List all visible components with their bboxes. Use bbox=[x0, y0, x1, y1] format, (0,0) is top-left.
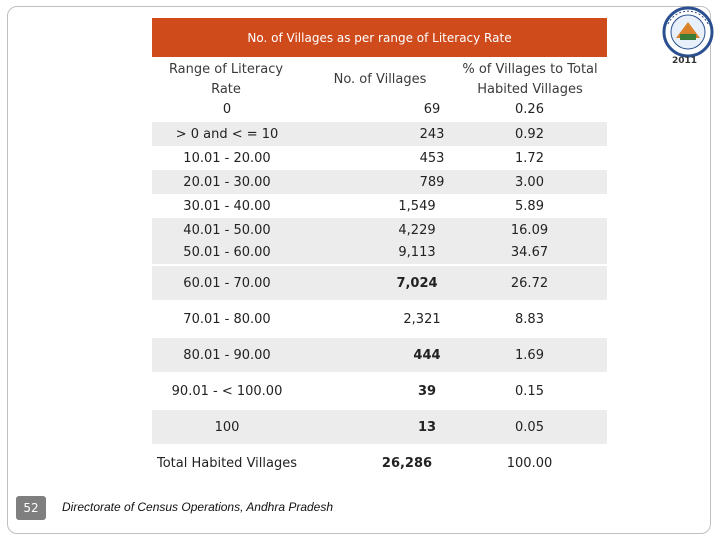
header-percent: % of Villages to Total Habited Villages bbox=[462, 62, 598, 97]
cell-percent: 16.09 bbox=[510, 222, 549, 238]
census-logo-icon bbox=[662, 6, 714, 58]
table-row: 60.01 - 70.00 7,024 26.72 bbox=[152, 266, 607, 300]
page-number: 52 bbox=[16, 496, 46, 520]
table-row: 70.01 - 80.00 2,321 8.83 bbox=[152, 302, 607, 336]
table-row: 90.01 - < 100.00 39 0.15 bbox=[152, 374, 607, 408]
table-row: 80.01 - 90.00 444 1.69 bbox=[152, 338, 607, 372]
cell-range: Total Habited Villages bbox=[156, 455, 297, 471]
table-row: 40.01 - 50.00 4,229 16.09 bbox=[152, 218, 607, 242]
cell-percent: 3.00 bbox=[515, 174, 544, 190]
cell-villages: 453 bbox=[419, 150, 445, 166]
cell-percent: 8.83 bbox=[515, 311, 544, 327]
cell-villages: 4,229 bbox=[398, 222, 436, 238]
table-row: 100 13 0.05 bbox=[152, 410, 607, 444]
cell-range: 40.01 - 50.00 bbox=[183, 222, 271, 238]
cell-villages: 69 bbox=[423, 101, 441, 117]
cell-villages: 789 bbox=[419, 174, 445, 190]
cell-percent: 0.05 bbox=[515, 419, 544, 435]
table-row: 0 69 0.26 bbox=[152, 98, 607, 120]
cell-range: 100 bbox=[214, 419, 240, 435]
footer-text: Directorate of Census Operations, Andhra… bbox=[62, 500, 334, 514]
cell-range: 70.01 - 80.00 bbox=[183, 311, 271, 327]
table-row: 30.01 - 40.00 1,549 5.89 bbox=[152, 194, 607, 218]
header-range: Range of Literacy Rate bbox=[168, 62, 284, 97]
header-villages: No. of Villages bbox=[333, 72, 427, 87]
cell-percent: 1.69 bbox=[515, 347, 544, 363]
cell-villages: 444 bbox=[413, 347, 441, 363]
cell-range: 80.01 - 90.00 bbox=[183, 347, 271, 363]
slide-frame bbox=[7, 6, 711, 534]
cell-villages: 9,113 bbox=[398, 244, 436, 260]
slide-title: No. of Villages as per range of Literacy… bbox=[152, 18, 607, 57]
cell-range: 90.01 - < 100.00 bbox=[171, 383, 283, 399]
cell-villages: 13 bbox=[417, 419, 437, 435]
table-row: 50.01 - 60.00 9,113 34.67 bbox=[152, 240, 607, 264]
cell-villages: 2,321 bbox=[403, 311, 441, 327]
logo-year: 2011 bbox=[672, 56, 698, 66]
cell-percent: 0.15 bbox=[515, 383, 544, 399]
cell-percent: 100.00 bbox=[506, 455, 553, 471]
cell-range: 0 bbox=[222, 101, 232, 117]
cell-range: 20.01 - 30.00 bbox=[183, 174, 271, 190]
cell-percent: 0.92 bbox=[515, 126, 544, 142]
cell-range: 30.01 - 40.00 bbox=[183, 198, 271, 214]
cell-percent: 1.72 bbox=[515, 150, 544, 166]
cell-range: 60.01 - 70.00 bbox=[183, 275, 271, 291]
cell-villages: 39 bbox=[417, 383, 437, 399]
cell-range: 10.01 - 20.00 bbox=[183, 150, 271, 166]
cell-percent: 34.67 bbox=[510, 244, 549, 260]
table-row: 20.01 - 30.00 789 3.00 bbox=[152, 170, 607, 194]
cell-villages: 26,286 bbox=[381, 455, 433, 471]
cell-percent: 26.72 bbox=[510, 275, 549, 291]
table-row: 10.01 - 20.00 453 1.72 bbox=[152, 146, 607, 170]
cell-range: > 0 and < = 10 bbox=[175, 126, 279, 142]
cell-villages: 7,024 bbox=[396, 275, 438, 291]
cell-range: 50.01 - 60.00 bbox=[183, 244, 271, 260]
table-row: > 0 and < = 10 243 0.92 bbox=[152, 122, 607, 146]
cell-percent: 5.89 bbox=[515, 198, 544, 214]
cell-villages: 1,549 bbox=[398, 198, 436, 214]
cell-villages: 243 bbox=[419, 126, 445, 142]
cell-percent: 0.26 bbox=[515, 101, 544, 117]
table-row-total: Total Habited Villages 26,286 100.00 bbox=[152, 446, 607, 480]
